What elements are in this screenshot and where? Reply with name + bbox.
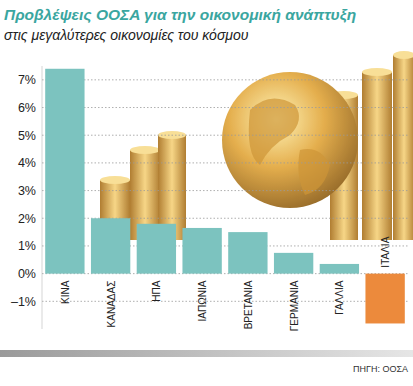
y-tick-label: 5% — [18, 129, 36, 143]
y-tick-label: 1% — [18, 239, 36, 253]
grid-line — [42, 190, 408, 191]
y-tick-label: 2% — [18, 212, 36, 226]
coin-top — [130, 146, 160, 154]
globe-land — [249, 99, 330, 195]
x-tick-label: ΓΕΡΜΑΝΙΑ — [289, 280, 300, 331]
x-tick-label: ΒΡΕΤΑΝΙΑ — [243, 280, 254, 329]
x-tick-label: ΗΠΑ — [151, 280, 162, 301]
bar — [45, 69, 84, 274]
x-tick-label: ΚΙΝΑ — [60, 280, 71, 304]
coin-top — [393, 51, 413, 59]
y-tick-label: –1% — [11, 295, 36, 309]
bar — [228, 232, 267, 274]
x-tick-label: ΙΤΑΛΙΑ — [380, 236, 391, 267]
bar — [91, 218, 130, 273]
decoration — [100, 51, 413, 240]
x-tick-label: ΚΑΝΑΔΑΣ — [106, 281, 117, 328]
grid-line — [42, 135, 408, 136]
y-tick-label: 0% — [18, 267, 36, 281]
bar — [182, 228, 221, 274]
bar — [274, 253, 313, 274]
grid-line — [42, 301, 408, 302]
title: Προβλέψεις ΟΟΣΑ για την οικονομική ανάπτ… — [4, 6, 356, 23]
y-axis — [42, 66, 43, 329]
grid-line — [42, 162, 408, 163]
bar — [365, 274, 404, 324]
bar — [137, 224, 176, 274]
chart: Προβλέψεις ΟΟΣΑ για την οικονομική ανάπτ… — [0, 0, 413, 386]
x-tick-label: ΓΑΛΛΙΑ — [334, 280, 345, 314]
coin-top — [362, 68, 392, 76]
bars — [45, 69, 405, 324]
subtitle: στις μεγαλύτερες οικονομίες του κόσμου — [4, 27, 249, 43]
bottom-band — [0, 350, 413, 357]
x-tick-label: ΙΑΠΩΝΙΑ — [197, 280, 208, 321]
grid-line — [42, 107, 408, 108]
globe — [222, 72, 358, 208]
coin-stack — [393, 55, 413, 240]
coin-top — [100, 176, 130, 184]
y-tick-label: 4% — [18, 156, 36, 170]
grid-line — [42, 79, 408, 80]
y-tick-label: 3% — [18, 184, 36, 198]
coin-stack — [362, 72, 392, 240]
bar — [320, 264, 359, 274]
y-tick-label: 7% — [18, 73, 36, 87]
y-tick-label: 6% — [18, 101, 36, 115]
source: ΠΗΓΗ: ΟΟΣΑ — [353, 364, 408, 374]
